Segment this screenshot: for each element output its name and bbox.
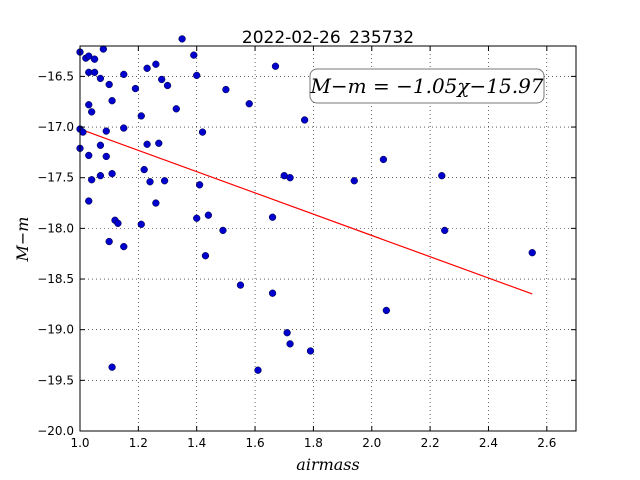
data-point — [301, 116, 309, 124]
y-tick-label: −18.5 — [37, 272, 74, 286]
data-point — [120, 124, 128, 132]
x-tick-label: 1.0 — [70, 436, 89, 450]
y-tick-label: −19.0 — [37, 323, 74, 337]
data-point — [140, 165, 148, 174]
data-point — [198, 128, 207, 136]
chart-title: 2022-02-26_235732 — [242, 28, 414, 48]
data-point — [143, 64, 151, 72]
data-point — [131, 84, 140, 93]
data-point — [382, 306, 391, 315]
data-point — [79, 128, 87, 136]
y-tick-label: −17.5 — [37, 171, 74, 185]
data-point — [172, 105, 180, 113]
data-point — [379, 155, 388, 164]
y-tick-label: −16.5 — [37, 69, 74, 83]
data-point — [178, 35, 186, 43]
x-tick-label: 1.4 — [187, 436, 206, 450]
data-point — [108, 97, 116, 105]
annotation-border — [309, 68, 545, 104]
data-point — [350, 177, 358, 185]
data-point — [163, 81, 172, 90]
x-tick-label: 2.0 — [362, 436, 381, 450]
data-point — [158, 75, 166, 84]
plot-frame — [79, 45, 577, 432]
data-point — [108, 363, 116, 371]
y-tick-label: −18.0 — [37, 221, 74, 235]
y-axis-ticks: −16.5 −17.0 −17.5 −18.0 −18.5 −19.0 −19.5 −20.0 — [37, 69, 576, 438]
data-point — [204, 211, 213, 219]
data-point — [441, 226, 449, 235]
data-point — [120, 70, 128, 79]
x-tick-label: 1.6 — [246, 436, 265, 450]
data-point — [105, 80, 113, 89]
data-point — [236, 281, 245, 289]
data-point — [137, 220, 145, 228]
data-point — [85, 151, 93, 160]
data-point — [193, 71, 201, 80]
data-point — [90, 68, 99, 76]
data-point — [120, 242, 128, 251]
data-point — [245, 100, 253, 108]
gridlines — [79, 46, 576, 432]
data-point — [286, 340, 294, 348]
data-point — [108, 170, 116, 178]
data-point — [96, 74, 105, 83]
data-point — [102, 152, 110, 161]
data-point — [85, 101, 93, 109]
x-tick-label: 1.8 — [304, 436, 323, 450]
data-point — [90, 55, 99, 63]
x-tick-label: 1.2 — [129, 436, 148, 450]
data-point — [102, 127, 110, 135]
data-point — [155, 139, 163, 147]
x-tick-label: 2.2 — [421, 436, 440, 450]
y-axis-label: M−m — [13, 217, 32, 263]
data-point — [114, 219, 122, 227]
y-tick-label: −17.0 — [37, 120, 74, 134]
data-point — [222, 85, 230, 94]
data-point — [96, 141, 105, 149]
x-tick-label: 2.4 — [479, 436, 498, 450]
x-axis-label: airmass — [296, 455, 359, 474]
data-point — [193, 214, 201, 222]
data-point — [137, 112, 145, 120]
data-point — [271, 62, 280, 70]
data-point — [96, 172, 105, 180]
y-tick-label: −20.0 — [37, 424, 74, 438]
data-point — [152, 199, 160, 207]
data-point — [528, 249, 536, 257]
data-point — [143, 140, 151, 148]
data-point — [152, 60, 160, 68]
fit-equation: M−m = −1.05χ−15.97 — [309, 74, 543, 98]
data-point — [190, 51, 198, 59]
data-point — [201, 252, 210, 260]
data-point — [306, 347, 315, 355]
data-point — [219, 226, 227, 235]
data-point — [160, 177, 169, 185]
data-point — [99, 45, 107, 53]
y-tick-label: −19.5 — [37, 373, 74, 387]
data-point — [268, 289, 277, 297]
x-axis-ticks: 1.0 1.2 1.4 1.6 1.8 2.0 2.2 2.4 2.6 — [70, 46, 556, 450]
data-point — [88, 108, 96, 116]
data-point — [438, 172, 446, 180]
plot-area — [80, 46, 576, 431]
data-point — [85, 197, 93, 205]
fit-annotation-box: M−m = −1.05χ−15.97 — [309, 68, 545, 104]
data-point — [254, 366, 262, 374]
data-point — [286, 174, 294, 182]
data-points — [76, 35, 536, 374]
data-point — [268, 213, 277, 221]
data-point — [195, 181, 204, 189]
data-point — [146, 178, 154, 186]
data-point — [85, 52, 93, 60]
data-point — [105, 237, 113, 246]
fit-line — [79, 128, 533, 295]
data-point — [88, 176, 96, 184]
data-point — [283, 329, 291, 337]
x-tick-label: 2.6 — [537, 436, 556, 450]
